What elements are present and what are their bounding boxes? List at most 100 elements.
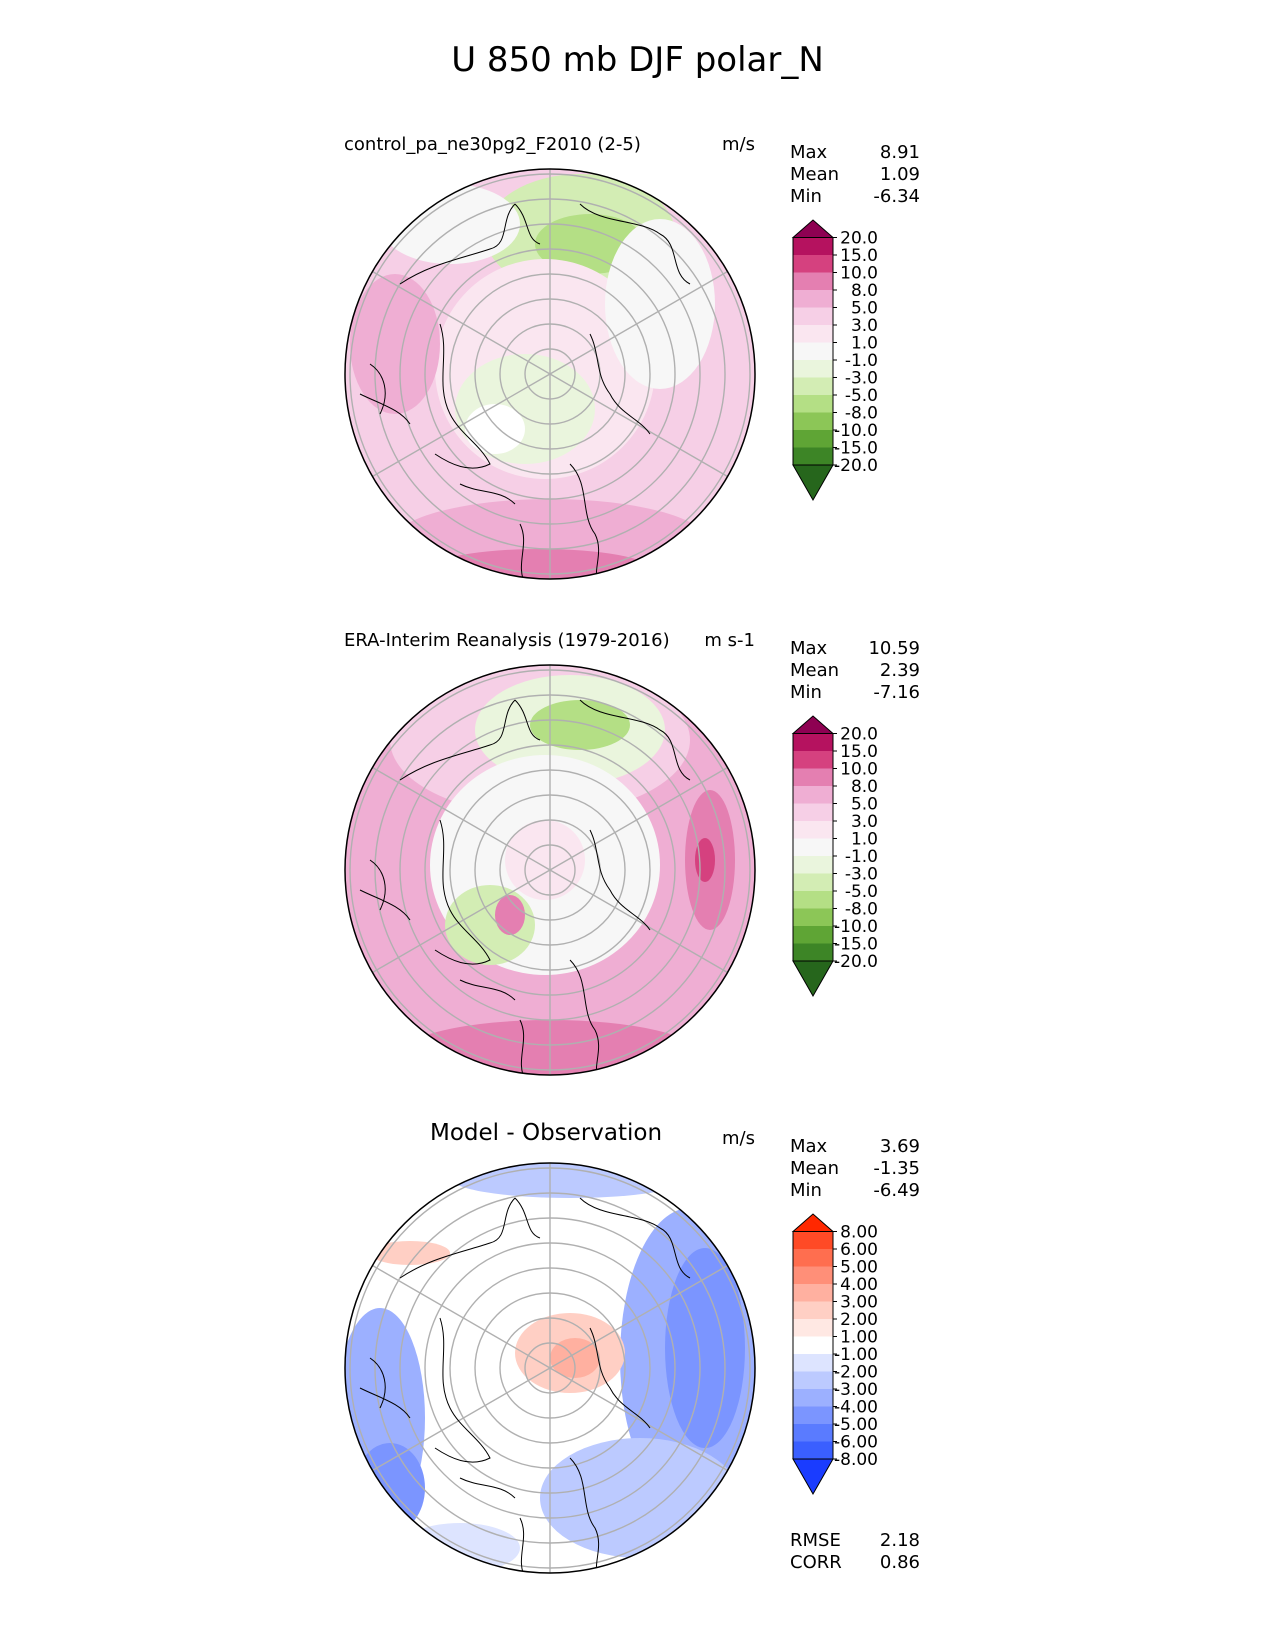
panel-model: control_pa_ne30pg2_F2010 (2-5) m/s Max 8.… — [0, 134, 1275, 604]
polar-map — [344, 168, 756, 580]
colorbar-tick-label: 3.00 — [840, 1293, 878, 1313]
stat-label: Mean — [790, 164, 840, 185]
colorbar-tick-label: -20.0 — [834, 456, 878, 476]
stat-value: 8.91 — [879, 142, 920, 163]
colorbar-tick-label: 8.0 — [851, 777, 878, 797]
colorbar-segment — [793, 1301, 833, 1320]
colorbar: 20.015.010.08.05.03.01.0-1.0-3.0-5.0-8.0… — [791, 715, 878, 998]
panel-units: m/s — [722, 1128, 755, 1149]
coastline — [434, 819, 491, 965]
stat-label: Min — [790, 682, 822, 703]
colorbar-segment — [793, 342, 833, 361]
longitude-gridline — [549, 270, 728, 375]
colorbar-tick-label: -3.0 — [845, 865, 878, 885]
panel-title: ERA-Interim Reanalysis (1979-2016) — [344, 630, 670, 651]
colorbar-tick-label: -1.00 — [834, 1345, 878, 1365]
colorbar-tick-label: -2.00 — [834, 1363, 878, 1383]
colorbar-segment — [793, 255, 833, 273]
colorbar-segment — [793, 307, 833, 326]
colorbar-tick-label: -15.0 — [834, 439, 878, 459]
stat-value: -6.34 — [873, 186, 920, 207]
stat-label: Max — [790, 142, 828, 163]
panel-title: control_pa_ne30pg2_F2010 (2-5) — [344, 134, 641, 155]
field-contour — [465, 404, 525, 454]
colorbar-tick-label: -8.0 — [845, 404, 878, 424]
stat-value: 10.59 — [868, 638, 920, 659]
field-contour — [540, 1438, 740, 1558]
colorbar-segment — [793, 1231, 833, 1250]
colorbar-tick-label: -10.0 — [834, 917, 878, 937]
longitude-gridline — [549, 373, 728, 478]
colorbar-segment — [793, 891, 833, 909]
colorbar-tick-label: -5.00 — [834, 1415, 878, 1435]
coastline — [459, 483, 516, 505]
colorbar-tick-label: -20.0 — [834, 952, 878, 972]
colorbar-tick-label: 6.00 — [840, 1240, 878, 1260]
colorbar-tick-label: 20.0 — [840, 229, 878, 249]
colorbar-segment — [793, 430, 833, 448]
field-contour — [665, 1248, 745, 1448]
stat-value: 0.86 — [879, 1552, 920, 1573]
stat-value: 2.18 — [879, 1530, 920, 1551]
coastline — [589, 1327, 651, 1429]
stat-value: 2.39 — [879, 660, 920, 681]
colorbar-segment — [793, 751, 833, 769]
colorbar-segment — [793, 1389, 833, 1407]
colorbar-extend-bottom — [792, 464, 834, 502]
colorbar-tick-label: 10.0 — [840, 760, 878, 780]
longitude-gridline — [549, 766, 728, 871]
panel-stats: Max 10.59 Mean 2.39 Min -7.16 — [790, 638, 920, 704]
colorbar-segment — [793, 1249, 833, 1267]
colorbar-tick-label: -1.0 — [845, 847, 878, 867]
colorbar-segment — [793, 395, 833, 413]
colorbar-tick-label: 1.0 — [851, 830, 878, 850]
colorbar-segment — [793, 786, 833, 804]
colorbar-tick-label: -5.0 — [845, 882, 878, 902]
stat-value: -7.16 — [873, 682, 920, 703]
stat-value: -1.35 — [873, 1158, 920, 1179]
coastline — [569, 463, 601, 579]
colorbar-segment — [793, 360, 833, 378]
colorbar-segment — [793, 1441, 833, 1460]
longitude-gridline — [372, 1367, 551, 1472]
colorbar-tick-label: 1.0 — [851, 334, 878, 354]
colorbar-tick-label: -8.0 — [845, 900, 878, 920]
colorbar-tick-label: 5.0 — [851, 299, 878, 319]
colorbar-segment — [793, 1284, 833, 1302]
coastline — [569, 959, 601, 1075]
map-boundary — [344, 168, 756, 580]
field-contour — [495, 895, 525, 935]
stat-label: Mean — [790, 1158, 840, 1179]
colorbar-segment — [793, 1336, 833, 1355]
colorbar-tick-label: -1.0 — [845, 351, 878, 371]
field-contour — [430, 549, 650, 579]
map-boundary — [344, 1162, 756, 1574]
colorbar-segment — [793, 733, 833, 752]
stat-label: RMSE — [790, 1530, 841, 1551]
panel-title: Model - Observation — [430, 1120, 663, 1146]
colorbar-segment — [793, 873, 833, 892]
field-contour — [505, 820, 585, 900]
colorbar-extend-bottom — [792, 960, 834, 998]
longitude-gridline — [372, 869, 551, 974]
field-contour — [380, 184, 520, 264]
colorbar-tick-label: 2.00 — [840, 1310, 878, 1330]
field-contour — [400, 1523, 520, 1573]
colorbar-tick-label: -4.00 — [834, 1398, 878, 1418]
coastline — [589, 333, 651, 435]
colorbar-tick-label: 5.00 — [840, 1258, 878, 1278]
colorbar-segment — [793, 1266, 833, 1285]
panel-stats: Max 8.91 Mean 1.09 Min -6.34 — [790, 142, 920, 208]
colorbar-tick-label: -10.0 — [834, 421, 878, 441]
colorbar-segment — [793, 908, 833, 927]
longitude-gridline — [372, 1264, 551, 1369]
coastline — [359, 859, 411, 921]
colorbar-segment — [793, 768, 833, 787]
colorbar-segment — [793, 1371, 833, 1390]
field-contour — [530, 700, 630, 750]
coastline — [434, 1317, 491, 1463]
coastline — [569, 1457, 601, 1573]
colorbar-tick-label: 15.0 — [840, 742, 878, 762]
panel-units: m s-1 — [704, 630, 755, 651]
colorbar-tick-label: -5.0 — [845, 386, 878, 406]
